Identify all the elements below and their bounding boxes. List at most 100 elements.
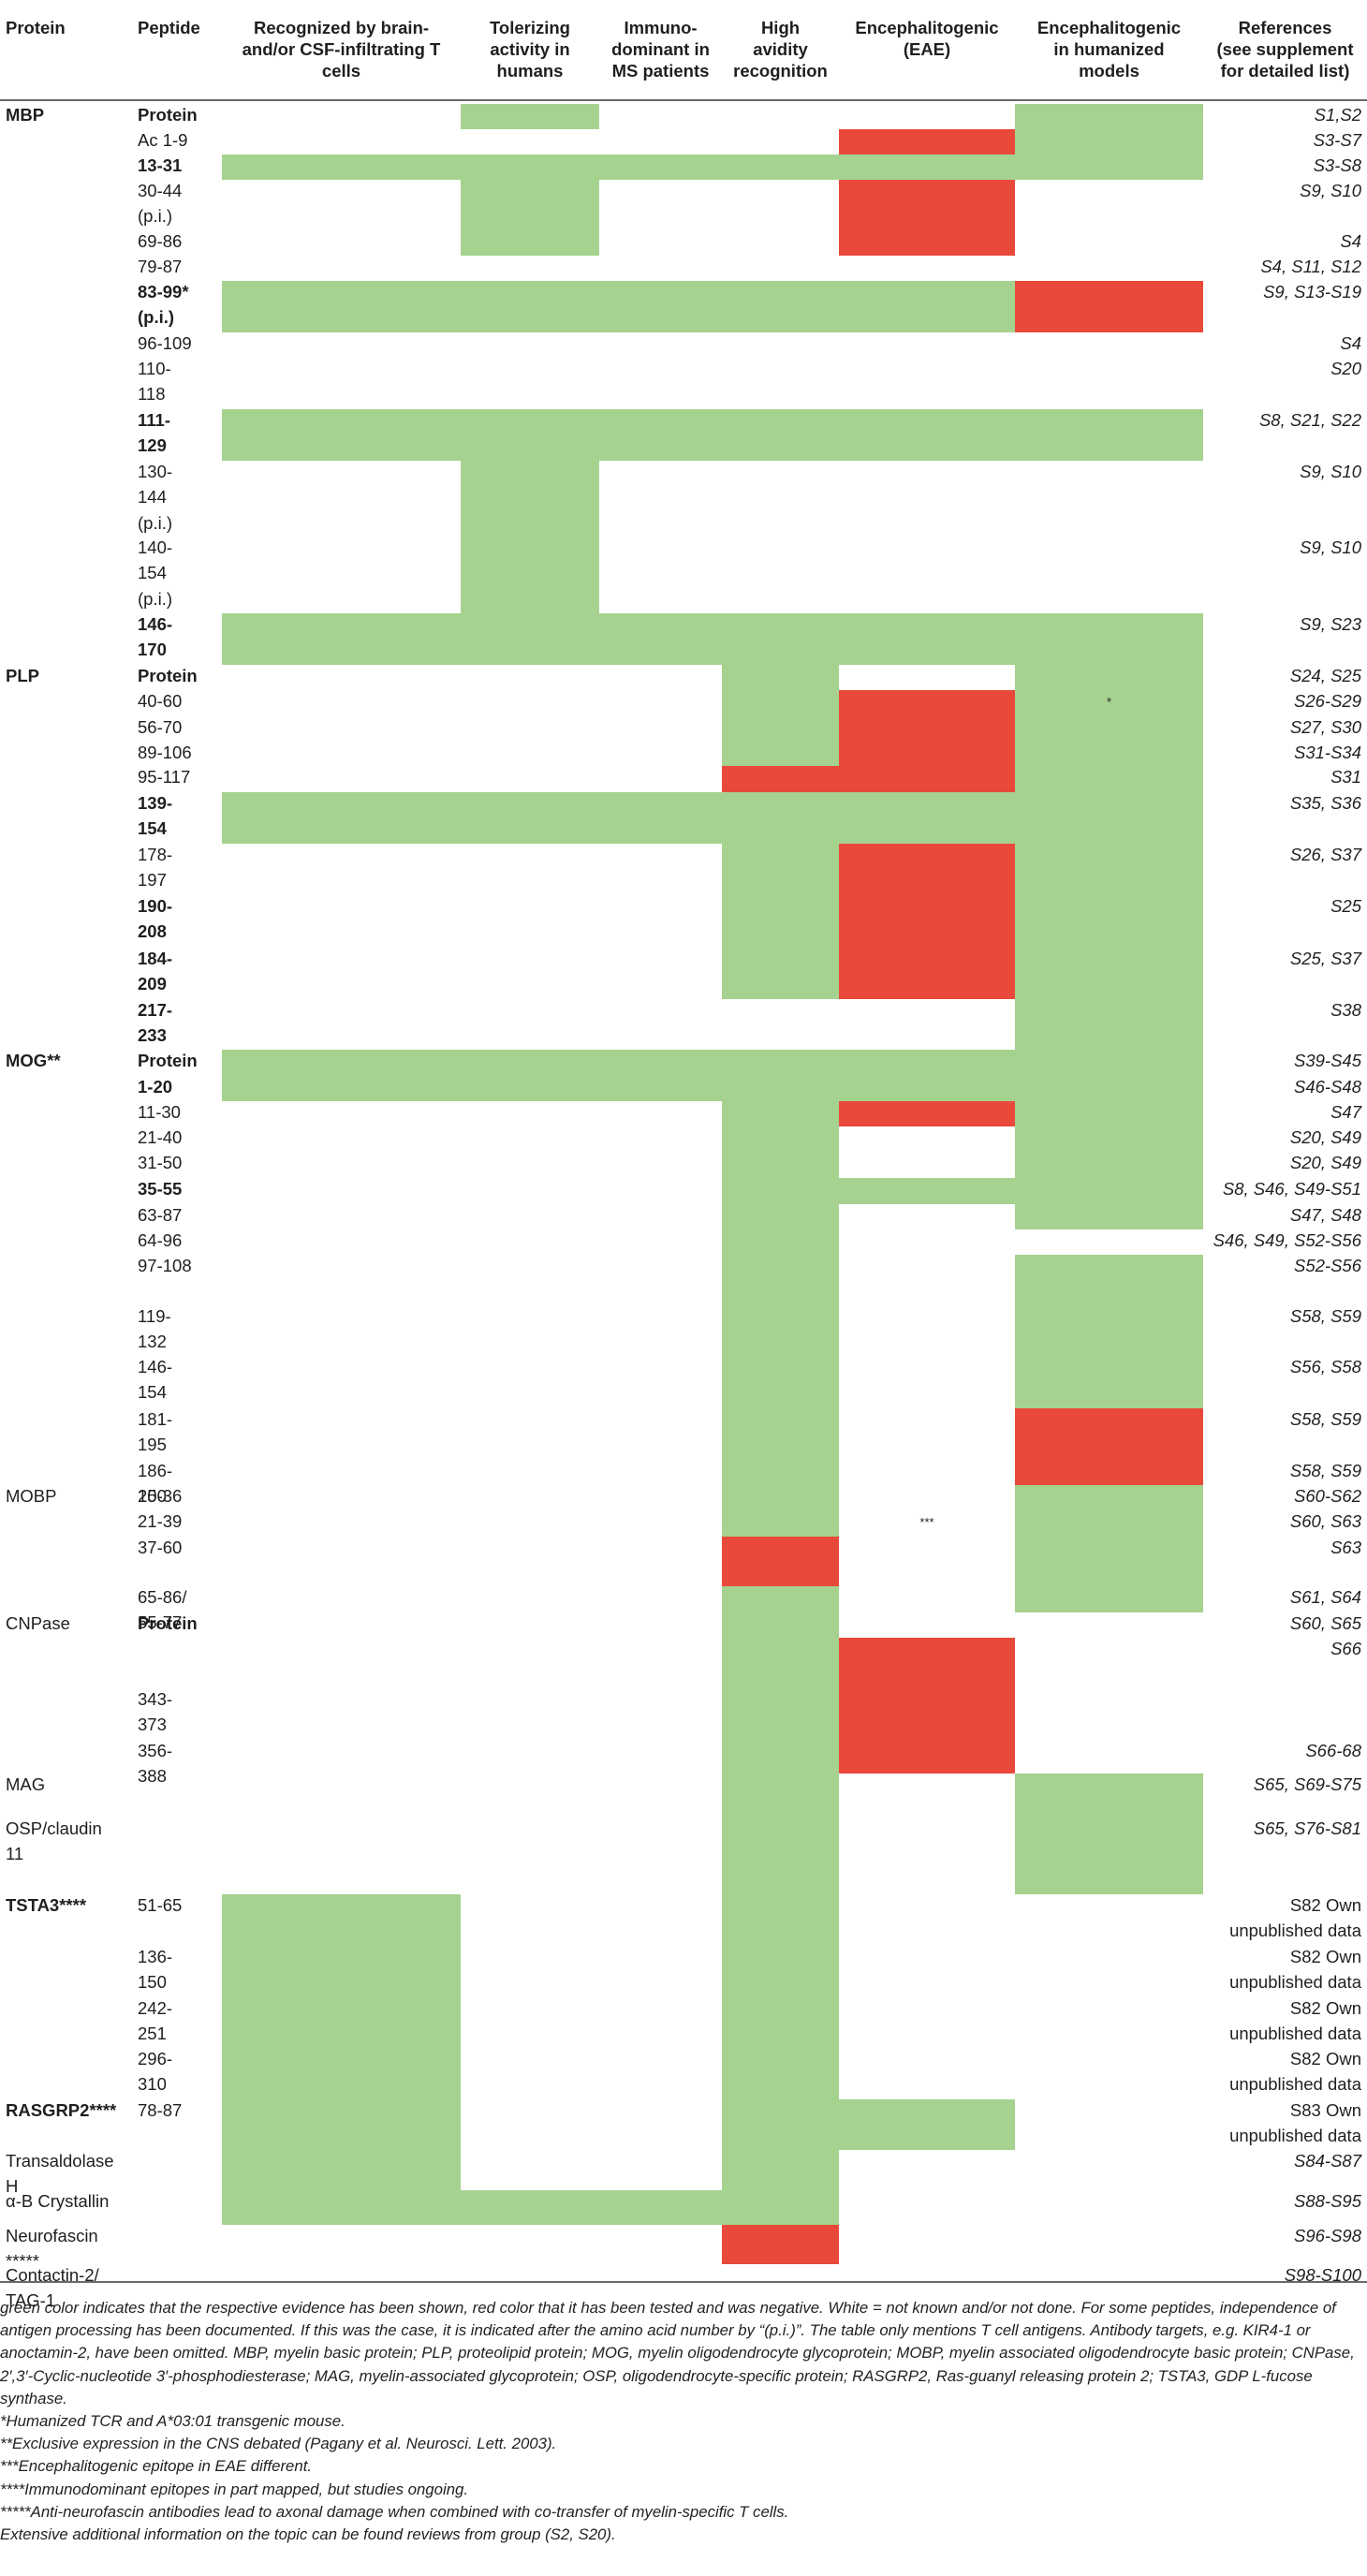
peptide-range: 242- 251 [138, 1998, 173, 2044]
header-col-6: Encephalitogenic in humanized models [1036, 18, 1182, 81]
header-col-1: Recognized by brain-and/or CSF-infiltrat… [242, 18, 441, 81]
evidence-cell [722, 1774, 839, 1818]
evidence-cell [722, 1229, 839, 1255]
evidence-cell [722, 2150, 839, 2190]
references-cell: S20, S49 [1289, 1127, 1361, 1147]
peptide-range: 21-40 [138, 1127, 183, 1147]
footnote-mog: **Exclusive expression in the CNS debate… [0, 2435, 557, 2453]
evidence-cell [722, 716, 839, 742]
references-cell: S82 Own unpublished data [1229, 1895, 1361, 1941]
evidence-cell [1015, 155, 1203, 180]
evidence-cell [1015, 1305, 1203, 1356]
peptide-range: 79-87 [138, 257, 183, 276]
peptide-range: 69-86 [138, 231, 183, 251]
evidence-cell [722, 2048, 839, 2099]
references-cell: S31 [1330, 767, 1361, 787]
evidence-cell [722, 1485, 839, 1510]
references-cell: S61, S64 [1289, 1587, 1361, 1607]
references-cell: S82 Own unpublished data [1229, 1947, 1361, 1993]
evidence-cell [222, 2048, 461, 2099]
references-cell: S4, S11, S12 [1260, 257, 1361, 276]
evidence-cell [461, 461, 599, 537]
references-cell: S88-S95 [1294, 2191, 1361, 2211]
footnote-neurofascin: *****Anti-neurofascin antibodies lead to… [0, 2502, 789, 2521]
evidence-cell [599, 2190, 722, 2225]
evidence-cell [461, 230, 599, 256]
peptide-range: 184- 209 [138, 949, 173, 994]
protein-name: Contactin-2/TAG-1 [6, 2265, 99, 2311]
evidence-cell [722, 1688, 839, 1740]
evidence-cell [1015, 792, 1203, 844]
footnote-mark: * [1106, 695, 1112, 709]
evidence-cell [722, 1050, 839, 1076]
evidence-cell [1015, 129, 1203, 155]
peptide-range: 96-109 [138, 333, 192, 353]
evidence-cell [722, 844, 839, 895]
evidence-cell [722, 1740, 839, 1774]
protein-name: α-B Crystallin [6, 2191, 110, 2211]
evidence-cell [222, 613, 461, 665]
peptide-range: 146- 154 [138, 1357, 173, 1403]
evidence-cell [722, 2190, 839, 2225]
header-col-3: Immuno-dominant in MS patients [611, 18, 710, 81]
peptide-range: Protein [138, 1051, 198, 1070]
references-cell: S35, S36 [1289, 793, 1361, 813]
evidence-cell [1015, 1774, 1203, 1818]
evidence-cell [222, 1894, 461, 1946]
evidence-cell [722, 1204, 839, 1229]
references-cell: S60, S65 [1289, 1613, 1361, 1633]
evidence-cell [1015, 665, 1203, 690]
footnote-eae: ***Encephalitogenic epitope in EAE diffe… [0, 2457, 313, 2476]
evidence-cell [839, 895, 1015, 948]
evidence-cell [722, 1612, 839, 1638]
protein-name: MBP [6, 105, 45, 125]
evidence-cell [599, 792, 722, 844]
evidence-cell [722, 1946, 839, 1997]
peptide-range: 89-106 [138, 743, 192, 762]
peptide-range: 217- 233 [138, 1000, 173, 1046]
evidence-cell [722, 2099, 839, 2150]
peptide-range: 13-31 [138, 155, 183, 175]
evidence-cell [839, 230, 1015, 256]
evidence-cell [1015, 844, 1203, 895]
protein-name: MOG** [6, 1051, 61, 1070]
evidence-cell [599, 1076, 722, 1101]
evidence-cell [839, 129, 1015, 155]
header-references: References (see supplement for detailed li… [1216, 18, 1354, 81]
evidence-cell [1015, 1485, 1203, 1510]
header-col-4: High avidity recognition [733, 18, 828, 81]
peptide-range: 111- 129 [138, 410, 170, 456]
peptide-range: 83-99* (p.i.) [138, 282, 189, 328]
references-cell: S3-S8 [1313, 155, 1361, 175]
peptide-range: 65-86/55-77 [138, 1587, 187, 1633]
references-cell: S9, S10 [1300, 462, 1361, 481]
evidence-cell [1015, 1076, 1203, 1101]
peptide-range: 356- 388 [138, 1741, 173, 1787]
evidence-cell [1015, 1178, 1203, 1204]
references-cell: S58, S59 [1289, 1306, 1361, 1326]
references-cell: S25 [1330, 896, 1361, 916]
evidence-cell [599, 281, 722, 332]
evidence-cell [722, 1152, 839, 1178]
references-cell: S25, S37 [1289, 949, 1361, 968]
evidence-cell [222, 1050, 461, 1076]
header-peptide: Peptide [138, 18, 200, 37]
evidence-cell [222, 1946, 461, 1997]
evidence-cell [722, 1101, 839, 1126]
references-cell: S84-S87 [1294, 2151, 1361, 2171]
references-cell: S58, S59 [1289, 1409, 1361, 1429]
evidence-cell [461, 792, 599, 844]
evidence-cell [1015, 1510, 1203, 1537]
evidence-cell [722, 1255, 839, 1305]
peptide-range: 181- 195 [138, 1409, 173, 1455]
evidence-cell [461, 180, 599, 230]
protein-name: RASGRP2**** [6, 2100, 117, 2120]
evidence-cell [1015, 1126, 1203, 1152]
references-cell: S60-S62 [1294, 1486, 1361, 1506]
evidence-cell [222, 1997, 461, 2048]
references-cell: S98-S100 [1284, 2265, 1361, 2285]
references-cell: S27, S30 [1289, 717, 1361, 737]
references-cell: S56, S58 [1289, 1357, 1361, 1376]
protein-name: PLP [6, 666, 39, 685]
